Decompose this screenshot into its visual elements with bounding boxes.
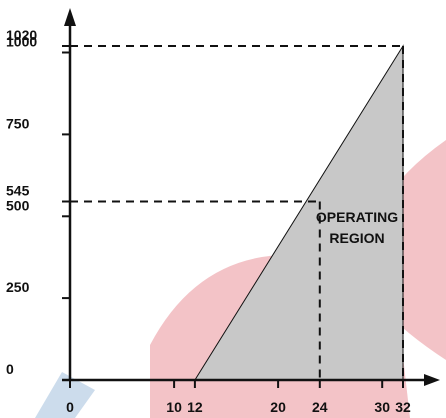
operating-region-label-line: OPERATING xyxy=(316,209,398,225)
x-tick-label: 12 xyxy=(187,399,203,415)
y-tick-label: 0 xyxy=(6,361,14,377)
x-tick-label: 10 xyxy=(166,399,182,415)
x-tick-label: 30 xyxy=(374,399,390,415)
y-tick-label: 250 xyxy=(6,279,30,295)
x-tick-label: 0 xyxy=(66,399,74,415)
axis-ticks xyxy=(62,45,404,388)
watermark-blue-shape xyxy=(35,372,95,418)
axes xyxy=(62,8,440,386)
y-tick-label: 1000 xyxy=(6,34,37,50)
x-tick-label: 24 xyxy=(312,399,328,415)
y-tick-label: 500 xyxy=(6,197,30,213)
operating-region-label: OPERATING REGION xyxy=(316,209,398,246)
y-tick-label: 750 xyxy=(6,115,30,131)
x-tick-label: 20 xyxy=(270,399,286,415)
y-tick-label: 545 xyxy=(6,183,30,199)
x-axis-arrow xyxy=(424,374,440,386)
operating-region-label-line: REGION xyxy=(329,230,384,246)
y-axis-arrow xyxy=(64,8,76,26)
x-tick-label: 32 xyxy=(395,399,411,415)
y-tick-label: 1020 xyxy=(6,27,37,43)
